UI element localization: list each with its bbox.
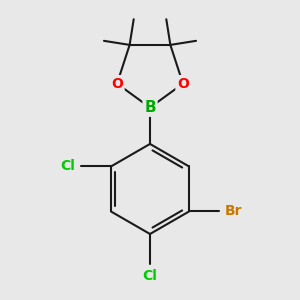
- Text: Cl: Cl: [142, 268, 158, 283]
- Text: O: O: [177, 76, 189, 91]
- Text: Br: Br: [224, 205, 242, 218]
- Text: Cl: Cl: [61, 160, 76, 173]
- Text: O: O: [111, 76, 123, 91]
- Text: B: B: [144, 100, 156, 115]
